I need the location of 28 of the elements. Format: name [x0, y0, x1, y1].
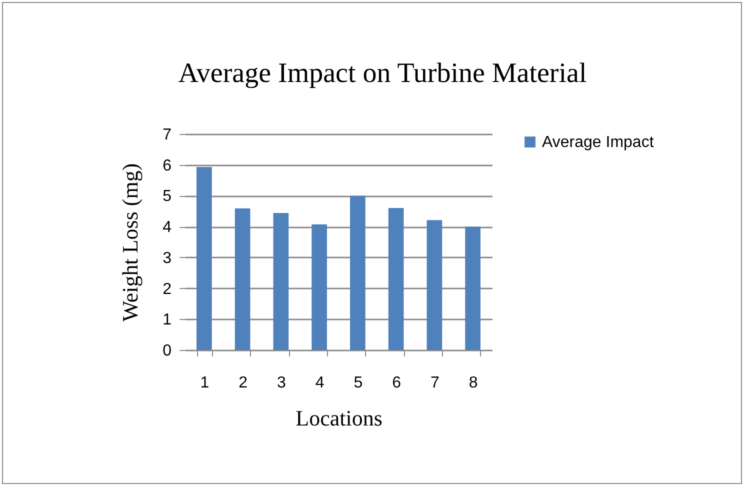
bar [426, 220, 442, 350]
y-axis-title: Weight Loss (mg) [118, 163, 143, 322]
legend-label: Average Impact [542, 134, 654, 151]
x-tick-label: 4 [315, 374, 324, 392]
bar [312, 224, 327, 350]
y-tick-label: 0 [162, 342, 172, 360]
x-tick-label: 6 [392, 374, 402, 392]
x-tick-label: 5 [354, 374, 363, 392]
x-tick-label: 2 [238, 374, 248, 392]
x-tick-label: 3 [276, 374, 286, 392]
bar [234, 208, 250, 350]
bar [196, 167, 212, 350]
y-tick-label: 6 [162, 157, 172, 174]
y-tick-label: 7 [162, 126, 172, 144]
y-tick-label: 2 [162, 280, 172, 298]
x-axis-title: Locations [296, 406, 382, 430]
bar [350, 196, 366, 350]
y-tick-label: 3 [162, 250, 172, 267]
bar [388, 208, 404, 350]
y-tick-label: 4 [162, 219, 172, 236]
x-tick-label: 1 [200, 374, 210, 392]
y-tick-label: 1 [162, 312, 172, 329]
bar [273, 212, 289, 350]
y-tick-label: 5 [162, 188, 172, 206]
x-tick-label: 8 [468, 374, 478, 392]
x-tick-label: 7 [430, 374, 440, 392]
chart-title: Average Impact on Turbine Material [178, 58, 587, 89]
bar [465, 226, 480, 350]
